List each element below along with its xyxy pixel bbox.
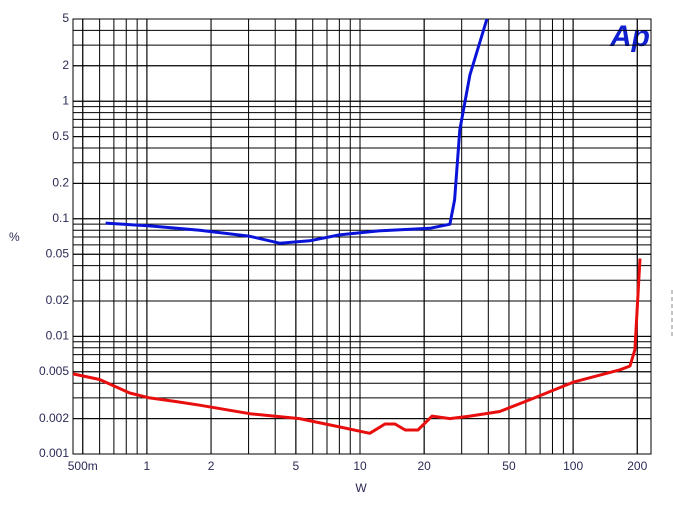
x-tick-label: 10 [353, 459, 367, 473]
logo: Ap [609, 20, 650, 53]
y-tick-label: 2 [62, 58, 69, 72]
x-tick-label: 100 [563, 459, 583, 473]
y-tick-label: 0.1 [52, 211, 69, 225]
x-tick-label: 20 [417, 459, 431, 473]
x-tick-label: 200 [627, 459, 647, 473]
y-tick-label: 1 [62, 93, 69, 107]
y-tick-label: 0.001 [39, 446, 69, 460]
x-axis-label: W [355, 481, 367, 495]
y-tick-label: 0.2 [52, 176, 69, 190]
y-tick-label: 0.5 [52, 129, 69, 143]
x-tick-label: 1 [144, 459, 151, 473]
y-tick-label: 0.005 [39, 364, 69, 378]
x-tick-label: 2 [208, 459, 215, 473]
x-tick-label: 500m [68, 459, 98, 473]
y-tick-label: 0.002 [39, 411, 69, 425]
y-axis-label: % [9, 230, 20, 244]
y-tick-label: 0.05 [46, 246, 70, 260]
plot-frame [72, 18, 652, 455]
y-tick-label: 5 [62, 11, 69, 25]
series-line [72, 258, 642, 435]
x-tick-label: 50 [502, 459, 516, 473]
series-line [105, 18, 489, 245]
y-tick-label: 0.02 [46, 293, 70, 307]
x-tick-label: 5 [293, 459, 300, 473]
y-tick-label: 0.01 [46, 329, 70, 343]
